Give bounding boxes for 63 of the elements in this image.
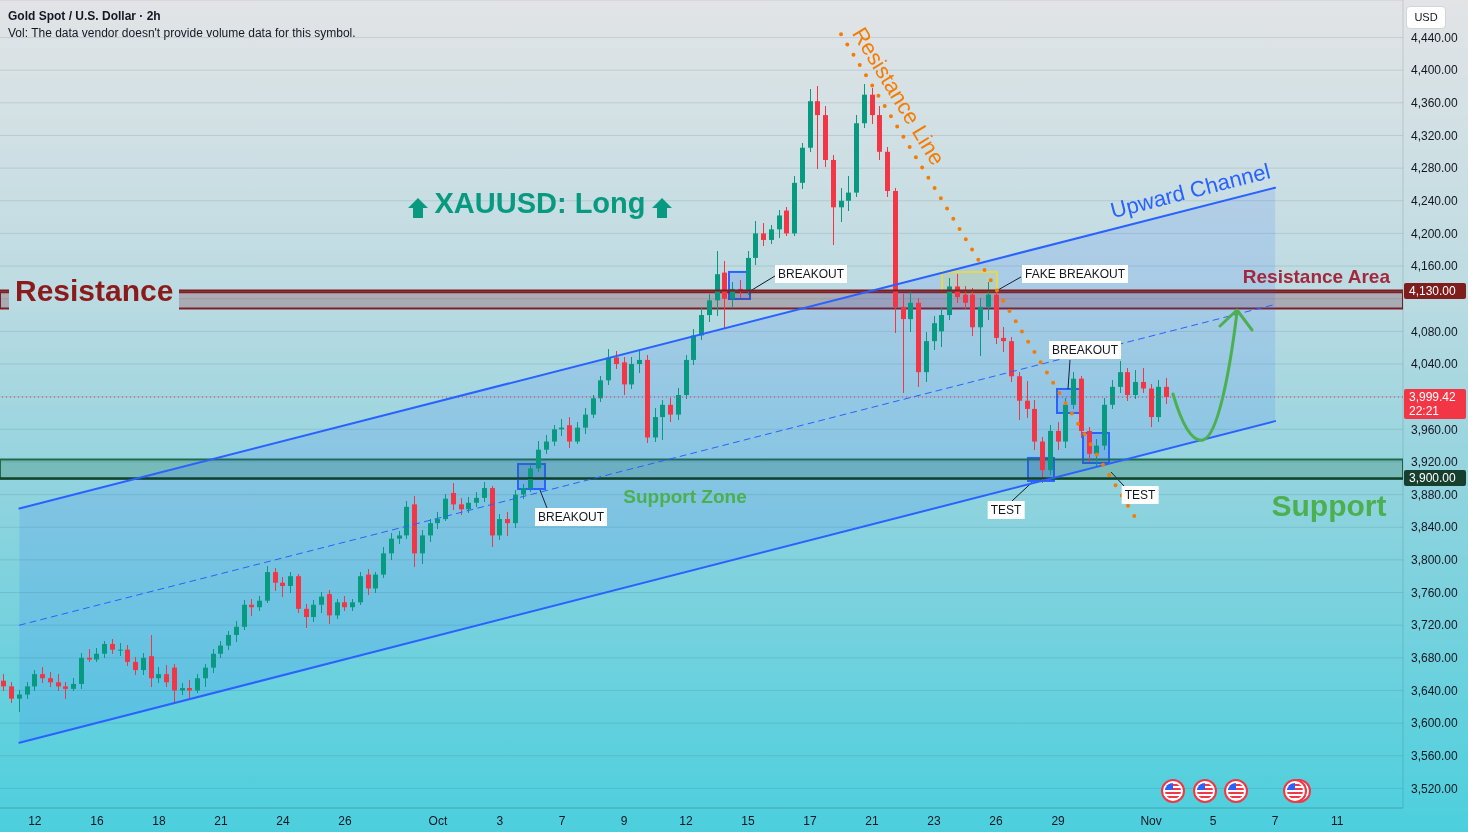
y-tick-label: 3,840.00 (1411, 520, 1459, 535)
y-tick-label: 4,240.00 (1411, 193, 1459, 208)
x-tick-label: 21 (214, 813, 228, 828)
y-tick-label: 4,160.00 (1411, 259, 1459, 274)
x-tick-label: 12 (28, 813, 42, 828)
x-tick-label: 26 (989, 813, 1004, 828)
y-tick-label: 3,760.00 (1411, 585, 1459, 600)
ref-line-label: 4,130.00 (1409, 283, 1457, 298)
annotation: FAKE BREAKOUT (1021, 264, 1129, 283)
y-tick-label: 4,320.00 (1411, 128, 1459, 143)
y-axis-title: USD (1406, 6, 1446, 29)
y-tick-label: 4,080.00 (1411, 324, 1459, 339)
y-tick-label: 4,040.00 (1411, 357, 1459, 372)
annotation: Resistance (9, 271, 180, 310)
annotation: TEST (987, 500, 1025, 519)
x-tick-label: 11 (1330, 813, 1344, 828)
x-tick-label: 12 (679, 813, 693, 828)
annotation: BREAKOUT (1048, 340, 1122, 359)
text: Vol: The data vendor doesn't provide volume data for this symbol. (8, 25, 356, 41)
y-tick-label: 3,520.00 (1411, 781, 1459, 796)
y-tick-label: 4,200.00 (1411, 226, 1459, 241)
y-tick-label: 3,600.00 (1411, 716, 1459, 731)
x-tick-label: 18 (152, 813, 166, 828)
y-tick-label: 3,800.00 (1411, 553, 1459, 568)
y-tick-label: 4,400.00 (1411, 63, 1459, 78)
y-tick-label: 4,440.00 (1411, 30, 1459, 45)
x-tick-label: 7 (1271, 813, 1279, 828)
y-tick-label: 3,920.00 (1411, 455, 1459, 470)
y-tick-label: 3,720.00 (1411, 618, 1459, 633)
annotation: XAUUSD: Long (434, 187, 646, 221)
annotation: Support (1271, 488, 1387, 524)
text: Upward Channel (1107, 158, 1273, 224)
annotation: BREAKOUT (774, 264, 848, 283)
x-tick-label: 3 (496, 813, 504, 828)
y-tick-label: 4,280.00 (1411, 161, 1459, 176)
x-tick-label: Oct (428, 813, 448, 828)
candlestick (118, 643, 123, 656)
y-tick-label: 4,360.00 (1411, 96, 1459, 111)
text: 22:21 (1409, 404, 1441, 419)
x-tick-label: 29 (1051, 813, 1066, 828)
x-tick-label: 15 (741, 813, 755, 828)
y-tick-label: 3,640.00 (1411, 683, 1459, 698)
x-tick-label: 5 (1209, 813, 1217, 828)
x-tick-label: 16 (90, 813, 104, 828)
x-tick-label: 23 (927, 813, 942, 828)
ref-line-label: 3,900.00 (1409, 471, 1457, 486)
x-tick-label: 21 (865, 813, 880, 828)
annotation: TEST (1121, 486, 1159, 504)
x-tick-label: 7 (558, 813, 566, 828)
y-tick-label: 3,680.00 (1411, 651, 1459, 666)
y-tick-label: 3,960.00 (1411, 422, 1459, 437)
annotation: BREAKOUT (534, 508, 608, 527)
band-label: Support Zone (623, 485, 747, 508)
x-tick-label: 9 (620, 813, 628, 828)
x-tick-label: 26 (338, 813, 352, 828)
y-tick-label: 3,880.00 (1411, 487, 1459, 502)
ref-line-label: 3,999.42 (1409, 390, 1457, 405)
text: Gold Spot / U.S. Dollar · 2h (8, 8, 161, 24)
x-tick-label: 17 (803, 813, 818, 828)
band-label: Resistance Area (1242, 265, 1390, 288)
x-tick-label: Nov (1140, 813, 1162, 828)
x-tick-label: 24 (276, 813, 290, 828)
y-tick-label: 3,560.00 (1411, 748, 1459, 763)
